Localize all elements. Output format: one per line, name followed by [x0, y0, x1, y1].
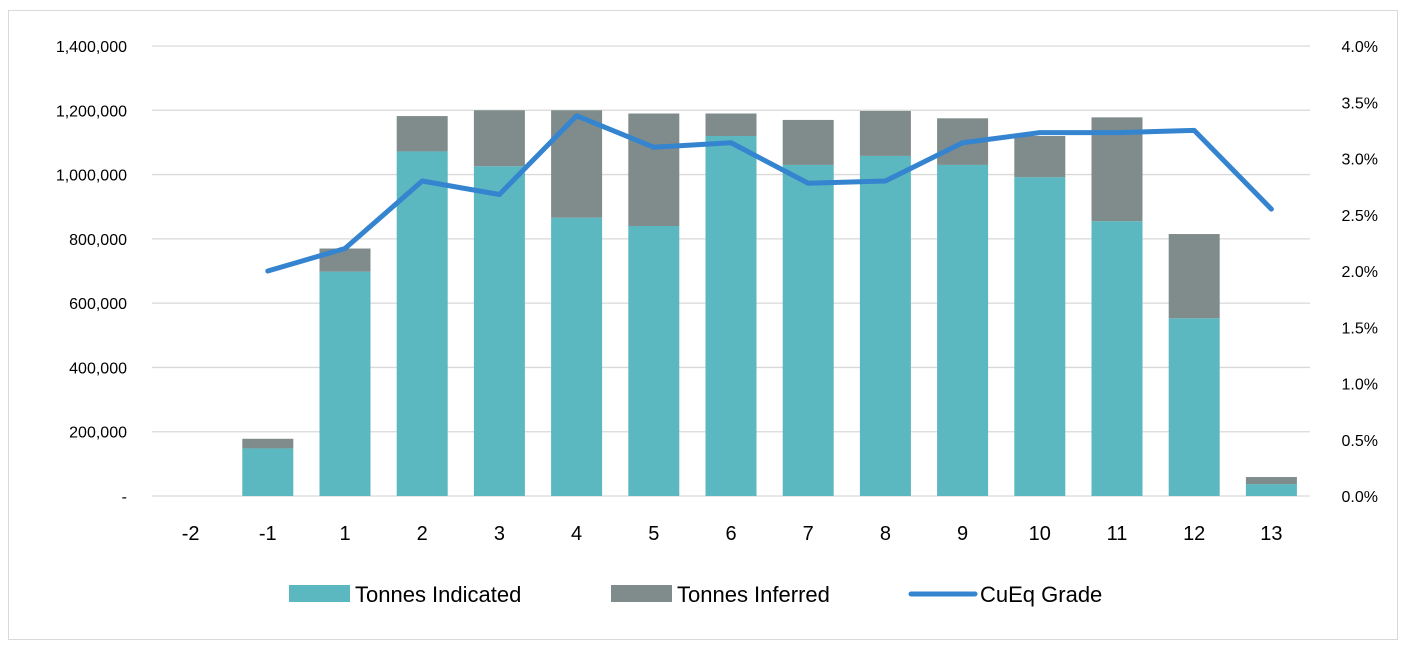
bar-tonnes-inferred — [628, 113, 680, 226]
right-tick-label: 2.5% — [1342, 208, 1378, 225]
bar-tonnes-indicated — [859, 155, 911, 496]
category-label: 3 — [494, 523, 505, 545]
category-labels: -2 -1 1 2 3 4 5 6 7 8 9 10 11 12 13 — [182, 523, 1283, 545]
category-label: 13 — [1260, 523, 1282, 545]
left-tick-label: 1,000,000 — [56, 168, 127, 185]
bar-tonnes-inferred — [551, 110, 603, 218]
bar-tonnes-indicated — [782, 164, 834, 496]
grade-line — [265, 113, 1274, 274]
category-label: 5 — [648, 523, 659, 545]
bar-tonnes-inferred — [1168, 234, 1220, 319]
bar-tonnes-inferred — [782, 119, 834, 165]
left-tick-label: 600,000 — [69, 296, 127, 313]
bar-tonnes-inferred — [242, 438, 294, 449]
bar-tonnes-inferred — [1014, 136, 1066, 178]
category-label: 10 — [1029, 523, 1051, 545]
category-label: 4 — [571, 523, 582, 545]
category-label: 12 — [1183, 523, 1205, 545]
category-label: -1 — [259, 523, 277, 545]
legend-tonnes-inferred: Tonnes Inferred — [611, 582, 830, 607]
legend-swatch — [289, 585, 350, 602]
category-label: 7 — [803, 523, 814, 545]
bars — [242, 110, 1297, 496]
bar-tonnes-indicated — [551, 217, 603, 496]
category-label: 9 — [957, 523, 968, 545]
bar-tonnes-indicated — [319, 271, 371, 496]
bar-tonnes-indicated — [1091, 221, 1143, 496]
right-tick-label: 3.5% — [1342, 95, 1378, 112]
bar-tonnes-indicated — [1168, 318, 1220, 496]
legend-cueq-grade: CuEq Grade — [908, 582, 1102, 607]
bar-tonnes-inferred — [705, 113, 757, 136]
category-label: -2 — [182, 523, 200, 545]
bar-tonnes-indicated — [937, 164, 989, 496]
legend-label: Tonnes Inferred — [677, 582, 830, 607]
category-label: 8 — [880, 523, 891, 545]
right-tick-label: 3.0% — [1342, 152, 1378, 169]
category-label: 6 — [725, 523, 736, 545]
legend-label: CuEq Grade — [980, 582, 1102, 607]
bar-tonnes-indicated — [1245, 484, 1297, 496]
legend-label: Tonnes Indicated — [355, 582, 521, 607]
bar-tonnes-indicated — [473, 166, 525, 496]
right-tick-label: 0.0% — [1342, 489, 1378, 506]
left-axis-ticks: - 200,000 400,000 600,000 800,000 1,000,000 1,… — [56, 39, 127, 506]
bar-tonnes-inferred — [859, 110, 911, 156]
legend: Tonnes Indicated Tonnes Inferred CuEq Grad… — [289, 582, 1102, 607]
bar-tonnes-inferred — [1245, 477, 1297, 485]
right-tick-label: 0.5% — [1342, 433, 1378, 450]
bar-tonnes-inferred — [396, 116, 448, 152]
bar-tonnes-indicated — [628, 226, 680, 496]
legend-tonnes-indicated: Tonnes Indicated — [289, 582, 521, 607]
bar-tonnes-indicated — [396, 151, 448, 496]
left-tick-label: 1,400,000 — [56, 39, 127, 56]
left-tick-label: 200,000 — [69, 425, 127, 442]
category-label: 2 — [417, 523, 428, 545]
right-tick-label: 4.0% — [1342, 39, 1378, 56]
bar-tonnes-indicated — [1014, 177, 1066, 496]
bar-tonnes-inferred — [473, 110, 525, 167]
left-tick-label: - — [122, 489, 127, 506]
bar-tonnes-indicated — [705, 136, 757, 496]
right-axis-ticks: 0.0% 0.5% 1.0% 1.5% 2.0% 2.5% 3.0% 3.5% 4.0% — [1342, 39, 1378, 506]
bar-tonnes-indicated — [242, 448, 294, 496]
left-tick-label: 1,200,000 — [56, 103, 127, 120]
left-tick-label: 800,000 — [69, 232, 127, 249]
left-tick-label: 400,000 — [69, 360, 127, 377]
right-tick-label: 1.5% — [1342, 320, 1378, 337]
category-label: 11 — [1107, 523, 1128, 545]
legend-swatch — [611, 585, 672, 602]
category-label: 1 — [339, 523, 350, 545]
right-tick-label: 2.0% — [1342, 264, 1378, 281]
line-cueq-grade — [265, 113, 1274, 274]
chart-frame — [8, 10, 1398, 640]
right-tick-label: 1.0% — [1342, 377, 1378, 394]
